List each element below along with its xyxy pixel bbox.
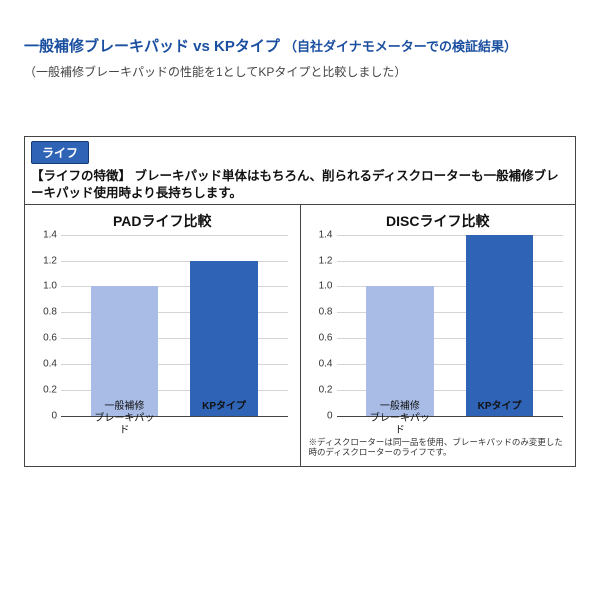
x-label: KPタイプ: [466, 401, 534, 437]
bar: [190, 261, 258, 416]
chart-area: 00.20.40.60.81.01.21.4一般補修ブレーキパッド KPタイプ: [61, 235, 288, 435]
y-tick: 0: [33, 410, 57, 421]
feature-label: 【ライフの特徴】: [31, 169, 131, 183]
x-labels: 一般補修ブレーキパッド KPタイプ: [337, 401, 564, 437]
bars: [337, 235, 564, 416]
y-tick: 0.2: [33, 384, 57, 395]
x-labels: 一般補修ブレーキパッド KPタイプ: [61, 401, 288, 437]
title-main: 一般補修ブレーキパッド vs KPタイプ: [24, 38, 280, 55]
x-label: 一般補修ブレーキパッド: [366, 401, 434, 437]
bar: [366, 286, 434, 415]
y-tick: 0.2: [309, 384, 333, 395]
x-label: 一般補修ブレーキパッド: [91, 401, 159, 437]
y-tick: 0.8: [33, 307, 57, 318]
y-tick: 1.4: [309, 229, 333, 240]
plot: 00.20.40.60.81.01.21.4: [337, 235, 564, 417]
y-tick: 1.2: [33, 255, 57, 266]
feature-line: 【ライフの特徴】 ブレーキパッド単体はもちろん、削られるディスクローターも一般補…: [31, 166, 569, 202]
page-title: 一般補修ブレーキパッド vs KPタイプ （自社ダイナモメーターでの検証結果）: [24, 36, 576, 57]
y-tick: 0.4: [33, 359, 57, 370]
chart-panel: PADライフ比較00.20.40.60.81.01.21.4一般補修ブレーキパッ…: [25, 204, 300, 466]
chart-panel: DISCライフ比較00.20.40.60.81.01.21.4一般補修ブレーキパ…: [300, 204, 576, 466]
x-label: KPタイプ: [190, 401, 258, 437]
y-tick: 0.6: [33, 333, 57, 344]
y-tick: 1.2: [309, 255, 333, 266]
life-badge: ライフ: [31, 141, 89, 164]
bar: [466, 235, 534, 416]
chart-title: PADライフ比較: [31, 211, 294, 231]
bars: [61, 235, 288, 416]
plot: 00.20.40.60.81.01.21.4: [61, 235, 288, 417]
chart-title: DISCライフ比較: [307, 211, 570, 231]
charts-row: PADライフ比較00.20.40.60.81.01.21.4一般補修ブレーキパッ…: [25, 204, 575, 466]
title-sub: （自社ダイナモメーターでの検証結果）: [284, 39, 517, 54]
y-tick: 0.8: [309, 307, 333, 318]
page-subtitle: （一般補修ブレーキパッドの性能を1としてKPタイプと比較しました）: [24, 63, 576, 80]
y-tick: 1.0: [33, 281, 57, 292]
y-tick: 0.4: [309, 359, 333, 370]
bar: [91, 286, 159, 415]
chart-footnote: ※ディスクローターは同一品を使用、ブレーキパッドのみ変更した時のディスクローター…: [307, 437, 570, 458]
y-tick: 1.0: [309, 281, 333, 292]
y-tick: 0.6: [309, 333, 333, 344]
y-tick: 0: [309, 410, 333, 421]
life-frame: ライフ 【ライフの特徴】 ブレーキパッド単体はもちろん、削られるディスクローター…: [24, 136, 576, 467]
y-tick: 1.4: [33, 229, 57, 240]
chart-area: 00.20.40.60.81.01.21.4一般補修ブレーキパッド KPタイプ: [337, 235, 564, 435]
